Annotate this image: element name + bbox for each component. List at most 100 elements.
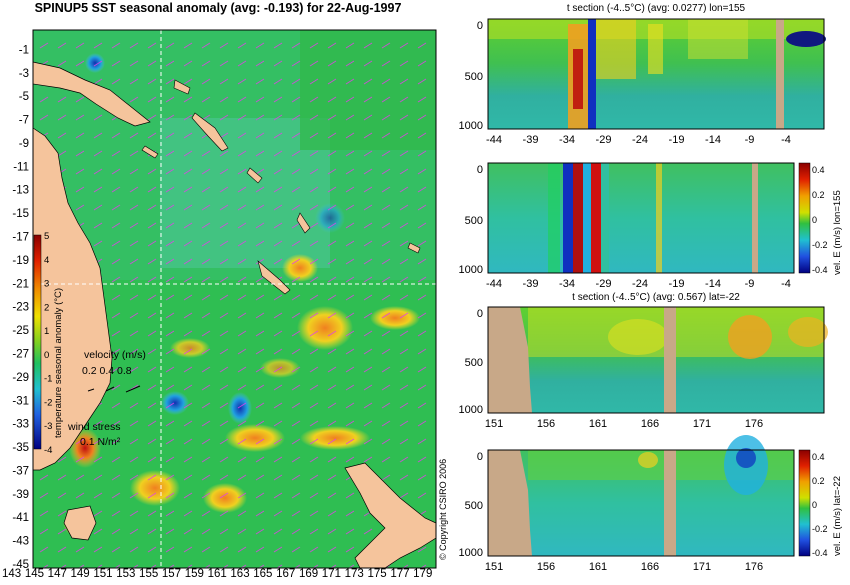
panel-2: 0 500 1000-44 -39 -34 -29 -24 -19 -14 -9 -4 0.4 0.2… bbox=[459, 162, 843, 290]
land-new-guinea bbox=[32, 61, 151, 127]
lon-tick-label: 147 bbox=[48, 568, 67, 580]
main-colorbar-tick: 5 bbox=[44, 231, 49, 242]
panel-4-colorbar bbox=[798, 449, 811, 557]
section-x-tick-label: -34 bbox=[559, 278, 575, 290]
panel-1-title: t section (-4..5°C) (avg: 0.0277) lon=15… bbox=[566, 3, 746, 14]
lat-tick-label: -39 bbox=[12, 489, 29, 501]
main-colorbar-tick: -2 bbox=[44, 397, 52, 408]
main-map-title: SPINUP5 SST seasonal anomaly (avg: -0.19… bbox=[34, 1, 402, 15]
section-x-tick-label: -24 bbox=[632, 278, 648, 290]
section-x-tick-label: -14 bbox=[705, 278, 721, 290]
lat-tick-label: -3 bbox=[19, 68, 29, 80]
main-colorbar-tick: 2 bbox=[44, 302, 49, 313]
lat-tick-label: -41 bbox=[12, 512, 29, 524]
section-x-tick-label: 161 bbox=[589, 418, 607, 430]
small-islands bbox=[141, 79, 421, 295]
section-x-tick-label: 171 bbox=[693, 561, 711, 573]
main-colorbar-tick: 4 bbox=[44, 255, 49, 266]
section-colorbar-tick: 0.4 bbox=[812, 452, 825, 462]
section-x-tick-label: 151 bbox=[485, 418, 503, 430]
depth-tick-label: 500 bbox=[465, 500, 483, 512]
depth-tick-label: 0 bbox=[477, 20, 483, 32]
section-colorbar-tick: -0.4 bbox=[812, 548, 828, 558]
main-colorbar-tick: -3 bbox=[44, 421, 52, 432]
depth-tick-label: 1000 bbox=[459, 264, 483, 276]
depth-tick-label: 500 bbox=[465, 215, 483, 227]
depth-tick-label: 1000 bbox=[459, 547, 483, 559]
depth-tick-label: 0 bbox=[477, 164, 483, 176]
lat-tick-label: -23 bbox=[12, 302, 29, 314]
lat-tick-label: -9 bbox=[19, 138, 29, 150]
section-x-tick-label: -4 bbox=[781, 134, 791, 146]
section-x-tick-label: 166 bbox=[641, 418, 659, 430]
lat-tick-label: -37 bbox=[12, 465, 29, 477]
section-x-tick-label: 176 bbox=[745, 418, 763, 430]
lon-tick-label: 143 bbox=[2, 568, 21, 580]
depth-tick-label: 0 bbox=[477, 308, 483, 320]
copyright-text: © Copyright CSIRO 2006 bbox=[438, 459, 448, 560]
section-colorbar-tick: 0.2 bbox=[812, 476, 825, 486]
lon-tick-label: 149 bbox=[71, 568, 90, 580]
section-x-tick-label: -19 bbox=[669, 278, 685, 290]
section-colorbar-tick: -0.2 bbox=[812, 524, 828, 534]
section-x-tick-label: 176 bbox=[745, 561, 763, 573]
lat-tick-label: -35 bbox=[12, 442, 29, 454]
lat-tick-label: -5 bbox=[19, 91, 29, 103]
section-x-tick-label: 166 bbox=[641, 561, 659, 573]
depth-tick-label: 1000 bbox=[459, 120, 483, 132]
wind-legend-scale: 0.1 N/m² bbox=[80, 436, 121, 448]
main-colorbar-ticks: 5 4 3 2 1 0 -1 -2 -3 -4 bbox=[44, 231, 52, 456]
depth-tick-label: 1000 bbox=[459, 404, 483, 416]
main-colorbar-tick: -1 bbox=[44, 374, 52, 385]
lat-tick-label: -19 bbox=[12, 255, 29, 267]
section-x-tick-label: 156 bbox=[537, 418, 555, 430]
land-new-zealand bbox=[344, 462, 437, 569]
lat-tick-label: -17 bbox=[12, 232, 29, 244]
velocity-arrows-icon bbox=[87, 385, 141, 393]
section-x-tick-label: -24 bbox=[632, 134, 648, 146]
wind-legend-label: wind stress bbox=[67, 421, 121, 433]
lon-tick-label: 167 bbox=[276, 568, 295, 580]
main-colorbar bbox=[33, 234, 42, 450]
main-colorbar-tick: 1 bbox=[44, 326, 49, 337]
section-x-tick-label: -19 bbox=[669, 134, 685, 146]
lon-tick-label: 171 bbox=[322, 568, 341, 580]
velocity-legend-scale: 0.2 0.4 0.8 bbox=[82, 365, 132, 377]
lat-tick-label: -27 bbox=[12, 348, 29, 360]
lat-tick-label: -11 bbox=[13, 161, 29, 173]
lon-tick-label: 151 bbox=[93, 568, 112, 580]
lon-tick-label: 157 bbox=[162, 568, 181, 580]
section-colorbar-tick: 0.4 bbox=[812, 165, 825, 175]
section-x-tick-label: 161 bbox=[589, 561, 607, 573]
section-colorbar-tick: 0 bbox=[812, 500, 817, 510]
velocity-legend-label: velocity (m/s) bbox=[84, 349, 146, 361]
lat-tick-label: -29 bbox=[12, 372, 29, 384]
panel-1: 0 500 1000-44 -39 -34 -29 -24 -19 -14 -9 -4 bbox=[459, 18, 826, 146]
depth-tick-label: 500 bbox=[465, 357, 483, 369]
section-colorbar-tick: 0 bbox=[812, 215, 817, 225]
main-map[interactable]: -1-3-5-7-9-11-13-15-17-19-21-23-25-27-29… bbox=[0, 18, 440, 580]
lat-tick-label: -45 bbox=[12, 559, 29, 571]
depth-tick-label: 500 bbox=[465, 71, 483, 83]
panel-2-colorbar bbox=[798, 162, 811, 274]
lon-tick-label: 175 bbox=[367, 568, 386, 580]
lat-tick-label: -7 bbox=[19, 115, 29, 127]
section-x-tick-label: -39 bbox=[523, 134, 539, 146]
section-x-tick-label: 156 bbox=[537, 561, 555, 573]
lon-tick-label: 161 bbox=[208, 568, 227, 580]
section-x-tick-label: -29 bbox=[596, 134, 612, 146]
section-x-tick-label: 151 bbox=[485, 561, 503, 573]
section-colorbar-tick: 0.2 bbox=[812, 190, 825, 200]
section-x-tick-label: -44 bbox=[486, 278, 502, 290]
lat-tick-label: -43 bbox=[12, 536, 29, 548]
lon-tick-label: 145 bbox=[25, 568, 44, 580]
panel-4-colorbar-label: vel. E (m/s) lat=-22 bbox=[832, 476, 843, 556]
lon-tick-labels: 143 145 147 149 151 153 155 157 159 161 163 165 167 1… bbox=[2, 568, 432, 580]
lat-tick-label: -33 bbox=[12, 419, 29, 431]
section-x-tick-label: -29 bbox=[596, 278, 612, 290]
lon-tick-label: 155 bbox=[139, 568, 158, 580]
lat-tick-label: -15 bbox=[12, 208, 29, 220]
section-x-tick-label: -39 bbox=[523, 278, 539, 290]
section-x-tick-label: -34 bbox=[559, 134, 575, 146]
